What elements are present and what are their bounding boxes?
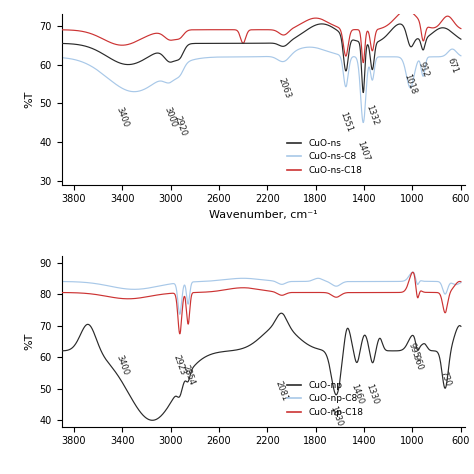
Text: 1630: 1630 xyxy=(328,404,344,428)
Legend: CuO-np, CuO-np-C8, CuO-np-C18: CuO-np, CuO-np-C8, CuO-np-C18 xyxy=(284,377,367,420)
Text: 1407: 1407 xyxy=(356,140,371,163)
Text: 995: 995 xyxy=(406,341,420,359)
Text: 2081: 2081 xyxy=(274,379,290,402)
Y-axis label: %T: %T xyxy=(24,333,34,350)
Text: 3400: 3400 xyxy=(114,354,130,377)
X-axis label: Wavenumber, cm⁻¹: Wavenumber, cm⁻¹ xyxy=(209,210,318,220)
Text: 1330: 1330 xyxy=(365,383,381,405)
Text: 1018: 1018 xyxy=(402,73,418,95)
Text: 2923: 2923 xyxy=(172,354,188,377)
Text: 2920: 2920 xyxy=(173,115,188,138)
Text: 3400: 3400 xyxy=(114,105,130,128)
Y-axis label: %T: %T xyxy=(24,91,34,108)
Text: 730: 730 xyxy=(438,370,452,388)
Text: 2854: 2854 xyxy=(180,364,196,386)
Text: 960: 960 xyxy=(410,354,424,372)
Text: 671: 671 xyxy=(446,57,459,75)
Text: 1551: 1551 xyxy=(338,111,354,134)
Text: 3000: 3000 xyxy=(163,105,178,128)
Text: 912: 912 xyxy=(416,61,430,79)
Text: 1332: 1332 xyxy=(365,103,380,127)
Legend: CuO-ns, CuO-ns-C8, CuO-ns-C18: CuO-ns, CuO-ns-C8, CuO-ns-C18 xyxy=(284,135,365,178)
Text: 2063: 2063 xyxy=(276,76,292,99)
Text: 1460: 1460 xyxy=(349,383,365,405)
